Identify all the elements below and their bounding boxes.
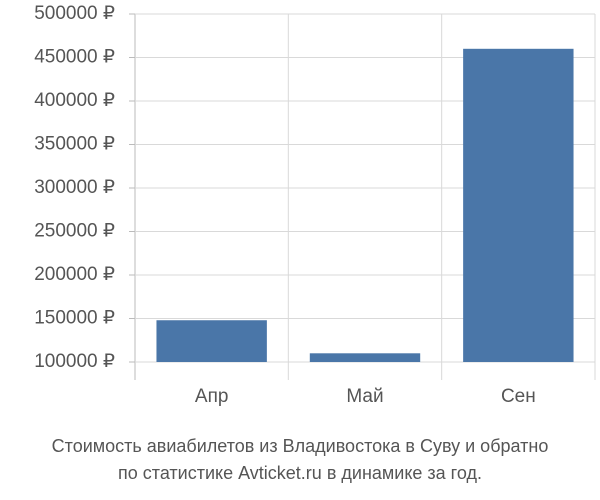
y-tick-label: 400000 ₽ xyxy=(34,90,115,111)
y-tick-label: 450000 ₽ xyxy=(34,47,115,68)
bar xyxy=(463,48,574,363)
y-tick-label: 150000 ₽ xyxy=(34,308,115,329)
bar xyxy=(309,353,421,362)
chart-title: Стоимость авиабилетов из Владивостока в … xyxy=(52,436,549,456)
y-tick-label: 100000 ₽ xyxy=(34,351,115,372)
y-tick-label: 500000 ₽ xyxy=(34,3,115,24)
x-tick-label: Сен xyxy=(501,386,536,407)
x-tick-label: Апр xyxy=(195,386,229,407)
x-tick-label: Май xyxy=(346,386,383,407)
y-tick-label: 350000 ₽ xyxy=(34,134,115,155)
y-tick-label: 250000 ₽ xyxy=(34,221,115,242)
bar xyxy=(156,320,267,362)
y-tick-label: 200000 ₽ xyxy=(34,264,115,285)
chart-title: по статистике Avticket.ru в динамике за … xyxy=(118,463,482,483)
y-tick-label: 300000 ₽ xyxy=(34,177,115,198)
